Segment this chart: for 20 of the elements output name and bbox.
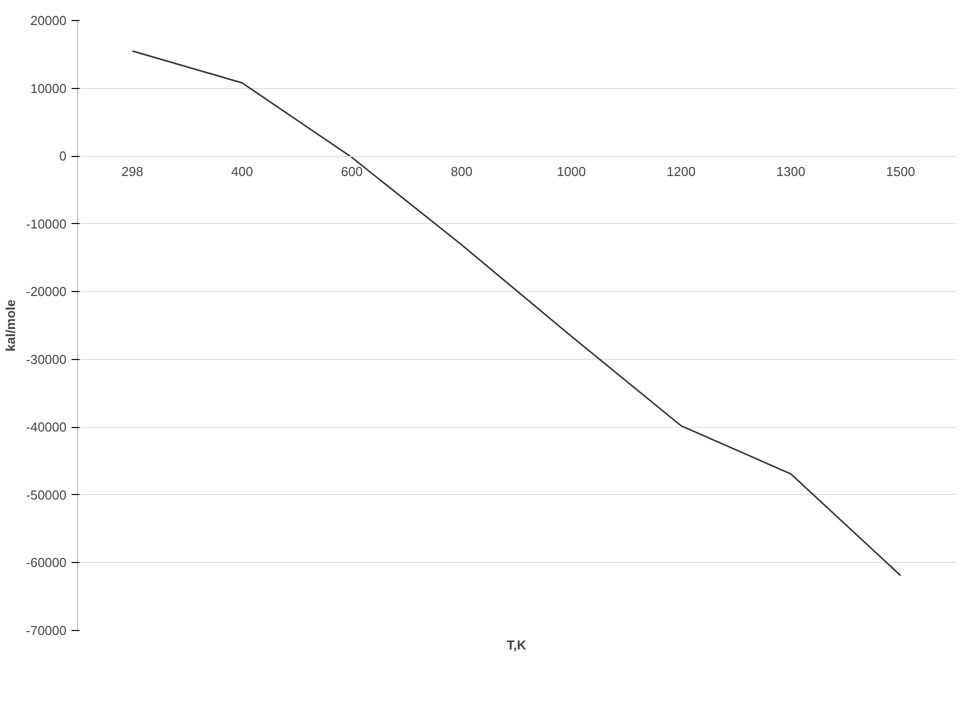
y-tick-label: -20000 — [26, 284, 67, 300]
x-axis-title: T,K — [506, 638, 527, 652]
y-tick-label: -10000 — [26, 216, 67, 232]
y-tick-label: -40000 — [26, 420, 67, 435]
x-tick-label: 400 — [231, 164, 253, 180]
y-tick-label: -60000 — [26, 555, 67, 570]
x-tick-label: 1200 — [666, 164, 696, 180]
x-tick-label: 800 — [450, 164, 472, 180]
y-axis-title: kal/mole — [3, 299, 18, 352]
x-tick-label: 1000 — [556, 164, 586, 180]
x-tick-label: 1500 — [886, 164, 916, 180]
x-tick-label: 1300 — [776, 164, 806, 180]
x-tick-label: 298 — [122, 164, 144, 180]
y-tick-label: 20000 — [30, 13, 67, 28]
y-tick-label: -30000 — [26, 352, 67, 367]
y-tick-label: -50000 — [26, 487, 67, 502]
y-tick-label: -70000 — [26, 623, 67, 638]
y-tick-label: 0 — [59, 148, 67, 164]
x-tick-label: 600 — [341, 164, 363, 180]
y-tick-label: 10000 — [30, 80, 67, 96]
